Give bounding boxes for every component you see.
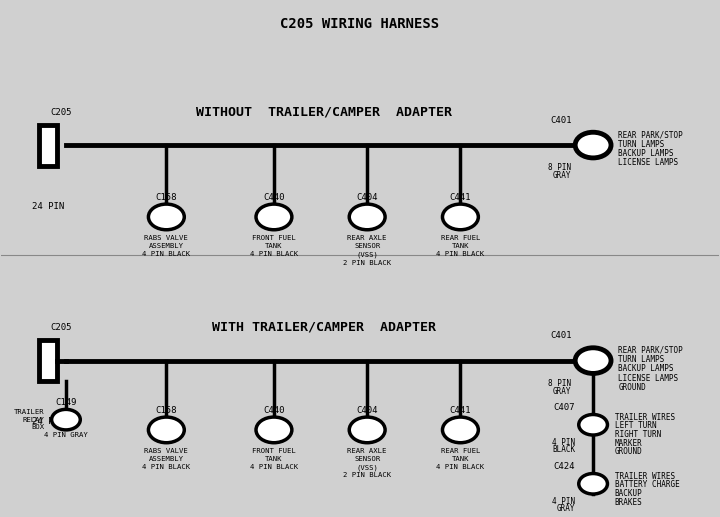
Circle shape xyxy=(443,204,478,230)
Text: MARKER: MARKER xyxy=(615,439,642,448)
Text: TURN LAMPS: TURN LAMPS xyxy=(618,140,665,148)
Text: (VSS): (VSS) xyxy=(356,251,378,258)
Text: GROUND: GROUND xyxy=(615,448,642,457)
Circle shape xyxy=(579,474,608,494)
Text: REAR AXLE: REAR AXLE xyxy=(348,448,387,454)
Text: 8 PIN: 8 PIN xyxy=(549,163,572,172)
Text: C205: C205 xyxy=(50,324,72,332)
Circle shape xyxy=(349,204,385,230)
Text: 4 PIN: 4 PIN xyxy=(552,437,575,447)
Text: 4 PIN BLACK: 4 PIN BLACK xyxy=(143,251,190,257)
Circle shape xyxy=(256,417,292,443)
Text: BATTERY CHARGE: BATTERY CHARGE xyxy=(615,480,680,489)
Text: C205: C205 xyxy=(50,108,72,117)
Text: RABS VALVE: RABS VALVE xyxy=(145,235,188,241)
Text: RIGHT TURN: RIGHT TURN xyxy=(615,430,661,439)
Text: WITHOUT  TRAILER/CAMPER  ADAPTER: WITHOUT TRAILER/CAMPER ADAPTER xyxy=(196,105,452,118)
Text: FRONT FUEL: FRONT FUEL xyxy=(252,448,296,454)
Circle shape xyxy=(148,204,184,230)
Bar xyxy=(39,340,57,381)
Text: GRAY: GRAY xyxy=(553,171,572,180)
Text: RELAY: RELAY xyxy=(22,417,45,422)
Text: C441: C441 xyxy=(450,192,471,202)
Text: LEFT TURN: LEFT TURN xyxy=(615,421,656,430)
Text: C404: C404 xyxy=(356,192,378,202)
Text: C158: C158 xyxy=(156,405,177,415)
Text: REAR PARK/STOP: REAR PARK/STOP xyxy=(618,130,683,139)
Circle shape xyxy=(349,417,385,443)
Text: TANK: TANK xyxy=(265,456,283,462)
Text: C424: C424 xyxy=(554,462,575,471)
Text: BLACK: BLACK xyxy=(552,445,575,454)
Text: BACKUP LAMPS: BACKUP LAMPS xyxy=(618,364,674,373)
Text: 4 PIN GRAY: 4 PIN GRAY xyxy=(44,432,88,438)
Text: 2 PIN BLACK: 2 PIN BLACK xyxy=(343,260,391,266)
Text: C440: C440 xyxy=(264,192,284,202)
Circle shape xyxy=(443,417,478,443)
Text: REAR PARK/STOP: REAR PARK/STOP xyxy=(618,346,683,355)
Text: 4 PIN BLACK: 4 PIN BLACK xyxy=(250,464,298,470)
Circle shape xyxy=(52,409,81,430)
Text: LICENSE LAMPS: LICENSE LAMPS xyxy=(618,374,678,383)
Text: 4 PIN BLACK: 4 PIN BLACK xyxy=(250,251,298,257)
Text: BACKUP: BACKUP xyxy=(615,489,642,498)
Text: 4 PIN BLACK: 4 PIN BLACK xyxy=(143,464,190,470)
Text: 24 PIN: 24 PIN xyxy=(32,417,64,426)
Text: WITH TRAILER/CAMPER  ADAPTER: WITH TRAILER/CAMPER ADAPTER xyxy=(212,321,436,334)
Text: TRAILER WIRES: TRAILER WIRES xyxy=(615,413,675,421)
Text: C440: C440 xyxy=(264,405,284,415)
Text: GROUND: GROUND xyxy=(618,383,646,392)
Text: BRAKES: BRAKES xyxy=(615,498,642,507)
Text: C404: C404 xyxy=(356,405,378,415)
Text: 4 PIN BLACK: 4 PIN BLACK xyxy=(436,464,485,470)
Text: REAR AXLE: REAR AXLE xyxy=(348,235,387,241)
Text: 2 PIN BLACK: 2 PIN BLACK xyxy=(343,473,391,479)
Text: C407: C407 xyxy=(554,403,575,412)
Text: TANK: TANK xyxy=(451,456,469,462)
Text: FRONT FUEL: FRONT FUEL xyxy=(252,235,296,241)
Circle shape xyxy=(579,415,608,435)
Text: REAR FUEL: REAR FUEL xyxy=(441,448,480,454)
Text: 24 PIN: 24 PIN xyxy=(32,202,64,210)
Circle shape xyxy=(575,348,611,373)
Text: C441: C441 xyxy=(450,405,471,415)
Text: TANK: TANK xyxy=(265,243,283,249)
Text: BACKUP LAMPS: BACKUP LAMPS xyxy=(618,149,674,158)
Text: ASSEMBLY: ASSEMBLY xyxy=(149,456,184,462)
Text: TURN LAMPS: TURN LAMPS xyxy=(618,355,665,364)
Text: BOX: BOX xyxy=(31,424,45,430)
Text: SENSOR: SENSOR xyxy=(354,456,380,462)
Circle shape xyxy=(148,417,184,443)
Text: ASSEMBLY: ASSEMBLY xyxy=(149,243,184,249)
Text: TRAILER: TRAILER xyxy=(14,409,45,415)
Text: GRAY: GRAY xyxy=(553,387,572,396)
Text: C149: C149 xyxy=(55,398,77,407)
Text: GRAY: GRAY xyxy=(557,504,575,513)
Text: 4 PIN: 4 PIN xyxy=(552,497,575,506)
Text: SENSOR: SENSOR xyxy=(354,243,380,249)
Text: C205 WIRING HARNESS: C205 WIRING HARNESS xyxy=(280,18,440,32)
Circle shape xyxy=(256,204,292,230)
Text: REAR FUEL: REAR FUEL xyxy=(441,235,480,241)
Text: LICENSE LAMPS: LICENSE LAMPS xyxy=(618,158,678,167)
Text: C401: C401 xyxy=(550,116,572,125)
Text: C158: C158 xyxy=(156,192,177,202)
Text: (VSS): (VSS) xyxy=(356,464,378,471)
Text: 4 PIN BLACK: 4 PIN BLACK xyxy=(436,251,485,257)
Text: 8 PIN: 8 PIN xyxy=(549,378,572,388)
Text: TANK: TANK xyxy=(451,243,469,249)
Text: C401: C401 xyxy=(550,331,572,340)
Bar xyxy=(39,125,57,165)
Text: RABS VALVE: RABS VALVE xyxy=(145,448,188,454)
Text: TRAILER WIRES: TRAILER WIRES xyxy=(615,472,675,481)
Circle shape xyxy=(575,132,611,158)
